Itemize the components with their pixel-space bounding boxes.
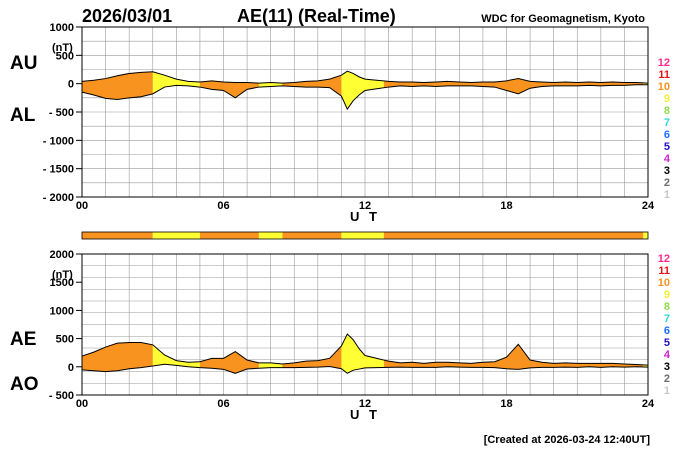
legend-level-12: 12 — [658, 57, 670, 69]
station-bar-segment — [258, 232, 283, 239]
plot-frame — [81, 253, 649, 396]
y-tick-label: - 500 — [49, 390, 74, 402]
y-tick-label: 1000 — [50, 22, 74, 34]
ae-ao-panel: 2000 1500 1000 500 0 - 500 (nT) 00 06 12 18 24 U T AE… — [10, 249, 655, 422]
source-label: WDC for Geomagnetism, Kyoto — [481, 13, 645, 25]
series-label-au: AU — [10, 53, 37, 74]
station-coverage-bar — [81, 231, 649, 240]
y-tick-label: 0 — [68, 362, 74, 374]
series-label-ao: AO — [10, 374, 39, 395]
au-al-panel: 1000 500 0 - 500 - 1000 - 1500 - 2000 (nT) 00 06 1… — [10, 22, 655, 224]
y-tick-label: 0 — [68, 79, 74, 91]
x-tick-label: 12 — [359, 200, 371, 212]
y-tick-label: 500 — [56, 50, 74, 62]
station-bar-segment — [199, 232, 259, 239]
grid — [81, 26, 649, 198]
legend-level-1: 1 — [664, 189, 670, 201]
y-tick-label: 1500 — [50, 277, 74, 289]
station-bar-segment — [152, 232, 200, 239]
legend-level-12: 12 — [658, 253, 670, 265]
legend-level-2: 2 — [664, 177, 670, 189]
legend-level-10: 10 — [658, 81, 670, 93]
station-bar-segment — [643, 232, 648, 239]
legend-level-5: 5 — [664, 141, 670, 153]
x-axis-label: U T — [350, 407, 380, 422]
legend-level-3: 3 — [664, 165, 670, 177]
y-axis-unit: (nT) — [52, 42, 73, 54]
legend-level-9: 9 — [664, 93, 670, 105]
series-line-au — [81, 70, 649, 84]
legend-level-6: 6 — [664, 129, 670, 141]
legend-level-9: 9 — [664, 289, 670, 301]
legend-level-3: 3 — [664, 361, 670, 373]
legend-level-4: 4 — [664, 153, 671, 165]
legend-level-1: 1 — [664, 385, 670, 397]
legend-level-5: 5 — [664, 337, 670, 349]
legend-level-11: 11 — [658, 265, 670, 277]
x-tick-label: 24 — [642, 200, 655, 212]
x-tick-label: 06 — [217, 398, 229, 410]
x-tick-label: 18 — [500, 398, 512, 410]
y-tick-label: - 1000 — [43, 135, 74, 147]
legend-level-10: 10 — [658, 277, 670, 289]
station-bar-frame — [81, 231, 649, 240]
created-timestamp: [Created at 2026-03-24 12:40UT] — [484, 434, 651, 446]
legend-level-6: 6 — [664, 325, 670, 337]
series-line-ao — [81, 363, 649, 374]
station-bar-segment — [383, 232, 644, 239]
y-tick-label: 2000 — [50, 249, 74, 261]
x-axis-label: U T — [350, 209, 380, 224]
legend-level-11: 11 — [658, 69, 670, 81]
legend-level-7: 7 — [664, 313, 670, 325]
date-label: 2026/03/01 — [82, 6, 172, 26]
y-tick-label: - 2000 — [43, 192, 74, 204]
grid — [81, 253, 649, 396]
x-tick-label: 06 — [217, 200, 229, 212]
legend-level-8: 8 — [664, 301, 670, 313]
chart-title: AE(11) (Real-Time) — [237, 6, 396, 26]
station-bar-segment — [82, 232, 153, 239]
y-tick-label: - 500 — [49, 107, 74, 119]
series-line-al — [81, 84, 648, 111]
x-tick-label: 00 — [76, 398, 88, 410]
legend-level-2: 2 — [664, 373, 670, 385]
series-label-ae: AE — [10, 329, 36, 350]
x-tick-label: 12 — [359, 398, 371, 410]
station-bar-segment — [341, 232, 384, 239]
series-line-ae — [81, 333, 649, 366]
x-tick-label: 18 — [500, 200, 512, 212]
legend-level-7: 7 — [664, 117, 670, 129]
y-tick-label: - 1500 — [43, 164, 74, 176]
y-axis-unit: (nT) — [52, 269, 73, 281]
x-tick-label: 24 — [642, 398, 655, 410]
y-tick-label: 1000 — [50, 305, 74, 317]
legend-level-8: 8 — [664, 105, 670, 117]
station-bar-segment — [282, 232, 342, 239]
x-tick-label: 00 — [76, 200, 88, 212]
y-tick-label: 500 — [56, 334, 74, 346]
series-label-al: AL — [10, 105, 36, 126]
legend-level-4: 4 — [664, 349, 671, 361]
